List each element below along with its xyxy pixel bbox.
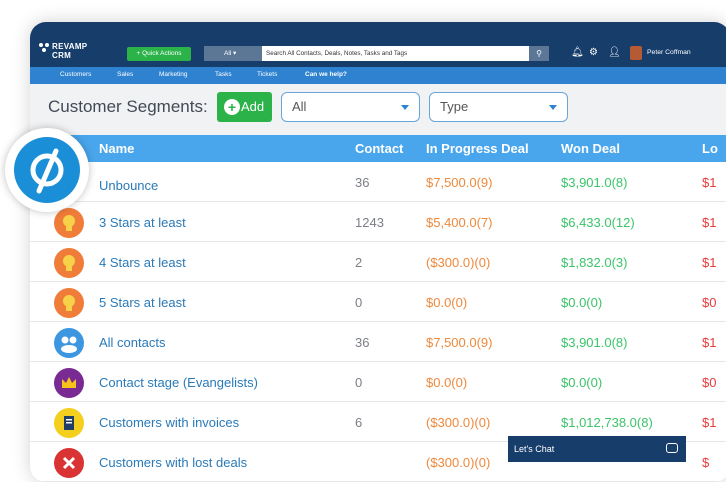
gear-icon[interactable]: ⚙ [589,47,598,58]
in-progress-deal-value: ($300.0)(0) [426,255,491,270]
chevron-down-icon [549,105,557,110]
lost-deal-icon [54,448,84,478]
segment-name-link[interactable]: 4 Stars at least [99,255,186,270]
nav-customers[interactable]: Customers [60,71,92,78]
won-deal-value: $0.0(0) [561,375,603,390]
people-icon [54,328,84,358]
unbounce-icon [30,148,64,194]
brand-mark-icon [39,43,49,52]
plus-icon: + [224,99,240,115]
add-segment-button[interactable]: + Add [217,92,272,122]
table-row[interactable]: Customers with invoices 6 ($300.0)(0) $1,01… [30,402,726,442]
lightbulb-icon [54,208,84,238]
global-search: All ▾ ⚲ [204,46,549,61]
in-progress-deal-value: $5,400.0(7) [426,215,493,230]
avatar[interactable] [630,46,642,60]
lost-deal-value: $1 [702,215,717,230]
contact-count: 6 [355,415,363,430]
table-row[interactable]: All contacts 36 $7,500.0(9) $3,901.0(8) $1 [30,322,726,362]
lost-deal-value: $ [702,455,710,470]
won-deal-value: $3,901.0(8) [561,335,628,350]
header-contact[interactable]: Contact [355,141,404,156]
lost-deal-value: $1 [702,335,717,350]
table-row[interactable]: Contact stage (Evangelists) 0 $0.0(0) $0.0(… [30,362,726,402]
contact-count: 0 [355,295,363,310]
add-user-icon[interactable]: 👤︎ [608,47,621,58]
in-progress-deal-value: $0.0(0) [426,295,468,310]
segment-name-link[interactable]: Customers with lost deals [99,455,248,470]
table-row[interactable]: 3 Stars at least 1243 $5,400.0(7) $6,433.0(… [30,202,726,242]
all-filter-dropdown[interactable]: All [281,92,420,122]
brand-name: REVAMP [52,42,88,52]
segment-name-link[interactable]: Unbounce [99,178,159,193]
won-deal-value: $1,832.0(3) [561,255,628,270]
table-row[interactable]: Unbounce 36 $7,500.0(9) $3,901.0(8) $1 [30,162,726,202]
segment-name-link[interactable]: Contact stage (Evangelists) [99,375,258,390]
contact-count: 1243 [355,215,384,230]
page-title: Customer Segments: [48,97,208,116]
user-name[interactable]: Peter Coffman [647,49,691,56]
won-deal-value: $3,901.0(8) [561,175,628,190]
lost-deal-value: $1 [702,415,717,430]
search-icon: ⚲ [536,49,542,58]
bell-icon[interactable]: 🔔︎ [571,47,584,58]
lost-deal-value: $0 [702,375,717,390]
in-progress-deal-value: $7,500.0(9) [426,175,493,190]
chat-icon [666,443,678,453]
header-in-progress-deal[interactable]: In Progress Deal [426,141,529,156]
contact-count: 2 [355,255,363,270]
segment-name-link[interactable]: All contacts [99,335,166,350]
segment-name-link[interactable]: Customers with invoices [99,415,240,430]
nav-sales[interactable]: Sales [117,71,134,78]
won-deal-value: $6,433.0(12) [561,215,635,230]
nav-tickets[interactable]: Tickets [257,71,278,78]
in-progress-deal-value: ($300.0)(0) [426,455,491,470]
segment-name-link[interactable]: 3 Stars at least [99,215,186,230]
chat-widget[interactable]: Let's Chat [508,436,686,462]
nav-help[interactable]: Can we help? [305,71,347,78]
type-filter-dropdown[interactable]: Type [429,92,568,122]
lost-deal-value: $0 [702,295,717,310]
chevron-down-icon [401,105,409,110]
main-nav: Customers Sales Marketing Tasks Tickets … [30,67,726,84]
in-progress-deal-value: ($300.0)(0) [426,415,491,430]
in-progress-deal-value: $0.0(0) [426,375,468,390]
won-deal-value: $0.0(0) [561,295,603,310]
lost-deal-value: $1 [702,175,717,190]
contact-count: 0 [355,375,363,390]
crown-icon [54,368,84,398]
header-lost-deal[interactable]: Lo [702,141,718,156]
lightbulb-icon [54,248,84,278]
quick-actions-button[interactable]: + Quick Actions [127,47,191,61]
won-deal-value: $1,012,738.0(8) [561,415,653,430]
search-button[interactable]: ⚲ [529,46,549,61]
in-progress-deal-value: $7,500.0(9) [426,335,493,350]
brand-logo[interactable]: REVAMP CRM [38,42,87,60]
nav-marketing[interactable]: Marketing [159,71,188,78]
search-input[interactable] [266,47,524,60]
search-scope-select[interactable]: All ▾ [204,46,262,61]
lost-deal-value: $1 [702,255,717,270]
invoice-icon [54,408,84,438]
header-won-deal[interactable]: Won Deal [561,141,620,156]
nav-tasks[interactable]: Tasks [215,71,232,78]
unbounce-logo [5,128,89,212]
table-row[interactable]: 4 Stars at least 2 ($300.0)(0) $1,832.0(3) $… [30,242,726,282]
table-row[interactable]: 5 Stars at least 0 $0.0(0) $0.0(0) $0 [30,282,726,322]
header-name[interactable]: Name [99,141,135,156]
brand-subname: CRM [52,51,72,60]
lightbulb-icon [54,288,84,318]
table-header: Name Contact In Progress Deal Won Deal L… [30,135,726,162]
contact-count: 36 [355,175,370,190]
segment-name-link[interactable]: 5 Stars at least [99,295,186,310]
contact-count: 36 [355,335,370,350]
